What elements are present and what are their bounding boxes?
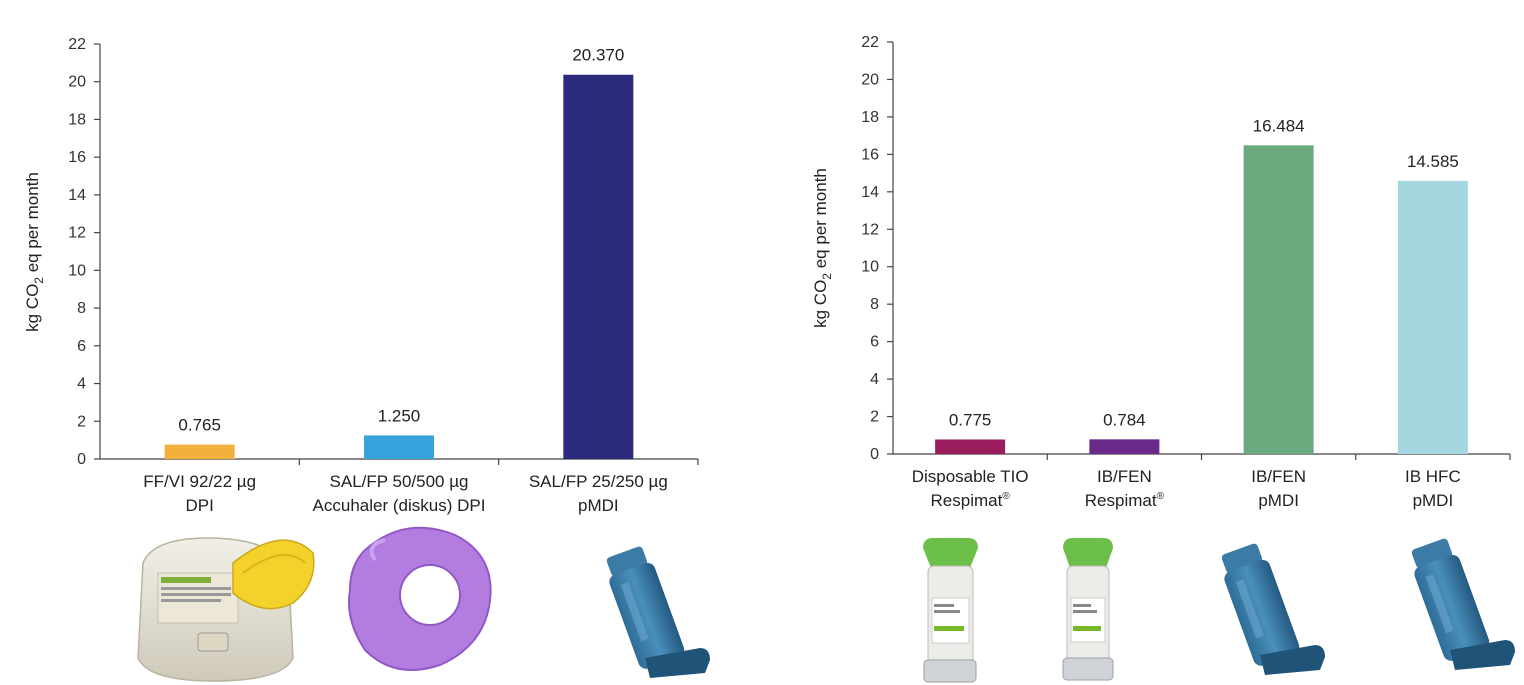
- y-tick-label: 12: [68, 225, 86, 242]
- x-tick-label: Respimat®: [1085, 491, 1165, 510]
- x-tick-label: pMDI: [1258, 491, 1299, 510]
- y-tick-label: 14: [68, 187, 86, 204]
- y-tick-label: 0: [77, 451, 86, 468]
- device-pictures: [137, 526, 1515, 683]
- y-tick-label: 6: [77, 338, 86, 355]
- pmdi-inhaler-icon: [606, 546, 710, 678]
- x-tick-label: SAL/FP 25/250 µg: [529, 472, 668, 491]
- x-tick-label: IB/FEN: [1251, 467, 1306, 486]
- y-tick-label: 18: [68, 111, 86, 128]
- x-tick-label: pMDI: [1413, 491, 1454, 510]
- y-tick-label: 4: [870, 371, 879, 388]
- y-tick-label: 8: [870, 296, 879, 313]
- y-tick-label: 20: [861, 71, 879, 88]
- y-tick-label: 4: [77, 376, 86, 393]
- bar: [164, 444, 235, 459]
- data-label: 16.484: [1253, 116, 1305, 135]
- bar: [1397, 180, 1468, 454]
- y-tick-label: 12: [861, 221, 879, 238]
- respimat-inhaler-icon: [1062, 538, 1114, 681]
- respimat-inhaler-icon: [923, 538, 978, 683]
- data-label: 1.250: [378, 406, 421, 425]
- x-tick-label: FF/VI 92/22 µg: [143, 472, 256, 491]
- pmdi-inhaler-icon: [1221, 543, 1325, 675]
- data-label: 14.585: [1407, 152, 1459, 171]
- chart-right: 0 2 4 6 8 10 12 14 16 18 20 22 kg CO2 eq per month 0.…: [811, 34, 1511, 510]
- x-tick-label: pMDI: [578, 496, 619, 515]
- chart-left: 0 2 4 6 8 10 12 14 16 18 20 22 kg CO2 eq per month 0.…: [23, 36, 699, 515]
- ellipta-inhaler-icon: [137, 537, 315, 682]
- y-tick-label: 18: [861, 109, 879, 126]
- y-tick-label: 14: [861, 184, 879, 201]
- y-tick-label: 2: [77, 413, 86, 430]
- bar: [364, 435, 434, 459]
- y-axis-title: kg CO2 eq per month: [811, 168, 834, 328]
- x-tick-label: SAL/FP 50/500 µg: [330, 472, 469, 491]
- x-tick-label: Disposable TIO: [912, 467, 1029, 486]
- y-tick-label: 22: [861, 34, 879, 51]
- y-tick-label: 8: [77, 300, 86, 317]
- y-tick-label: 20: [68, 74, 86, 91]
- accuhaler-diskus-icon: [348, 526, 492, 671]
- bar: [1243, 145, 1314, 455]
- data-label: 20.370: [572, 46, 624, 65]
- pmdi-inhaler-icon: [1411, 538, 1515, 670]
- y-tick-label: 6: [870, 334, 879, 351]
- bar: [935, 439, 1006, 454]
- x-tick-label: Respimat®: [931, 491, 1011, 510]
- y-tick-label: 16: [861, 146, 879, 163]
- x-tick-label: DPI: [185, 496, 213, 515]
- y-tick-label: 0: [870, 446, 879, 463]
- x-tick-label: IB HFC: [1405, 467, 1461, 486]
- data-label: 0.775: [949, 410, 992, 429]
- x-tick-label: IB/FEN: [1097, 467, 1152, 486]
- y-tick-label: 16: [68, 149, 86, 166]
- bar: [1089, 439, 1160, 454]
- y-tick-label: 10: [861, 259, 879, 276]
- y-axis-title: kg CO2 eq per month: [23, 172, 46, 332]
- bar: [563, 74, 634, 459]
- x-tick-label: Accuhaler (diskus) DPI: [313, 496, 486, 515]
- data-label: 0.784: [1103, 410, 1146, 429]
- y-tick-label: 10: [68, 262, 86, 279]
- data-label: 0.765: [178, 416, 221, 435]
- y-tick-label: 22: [68, 36, 86, 53]
- y-tick-label: 2: [870, 409, 879, 426]
